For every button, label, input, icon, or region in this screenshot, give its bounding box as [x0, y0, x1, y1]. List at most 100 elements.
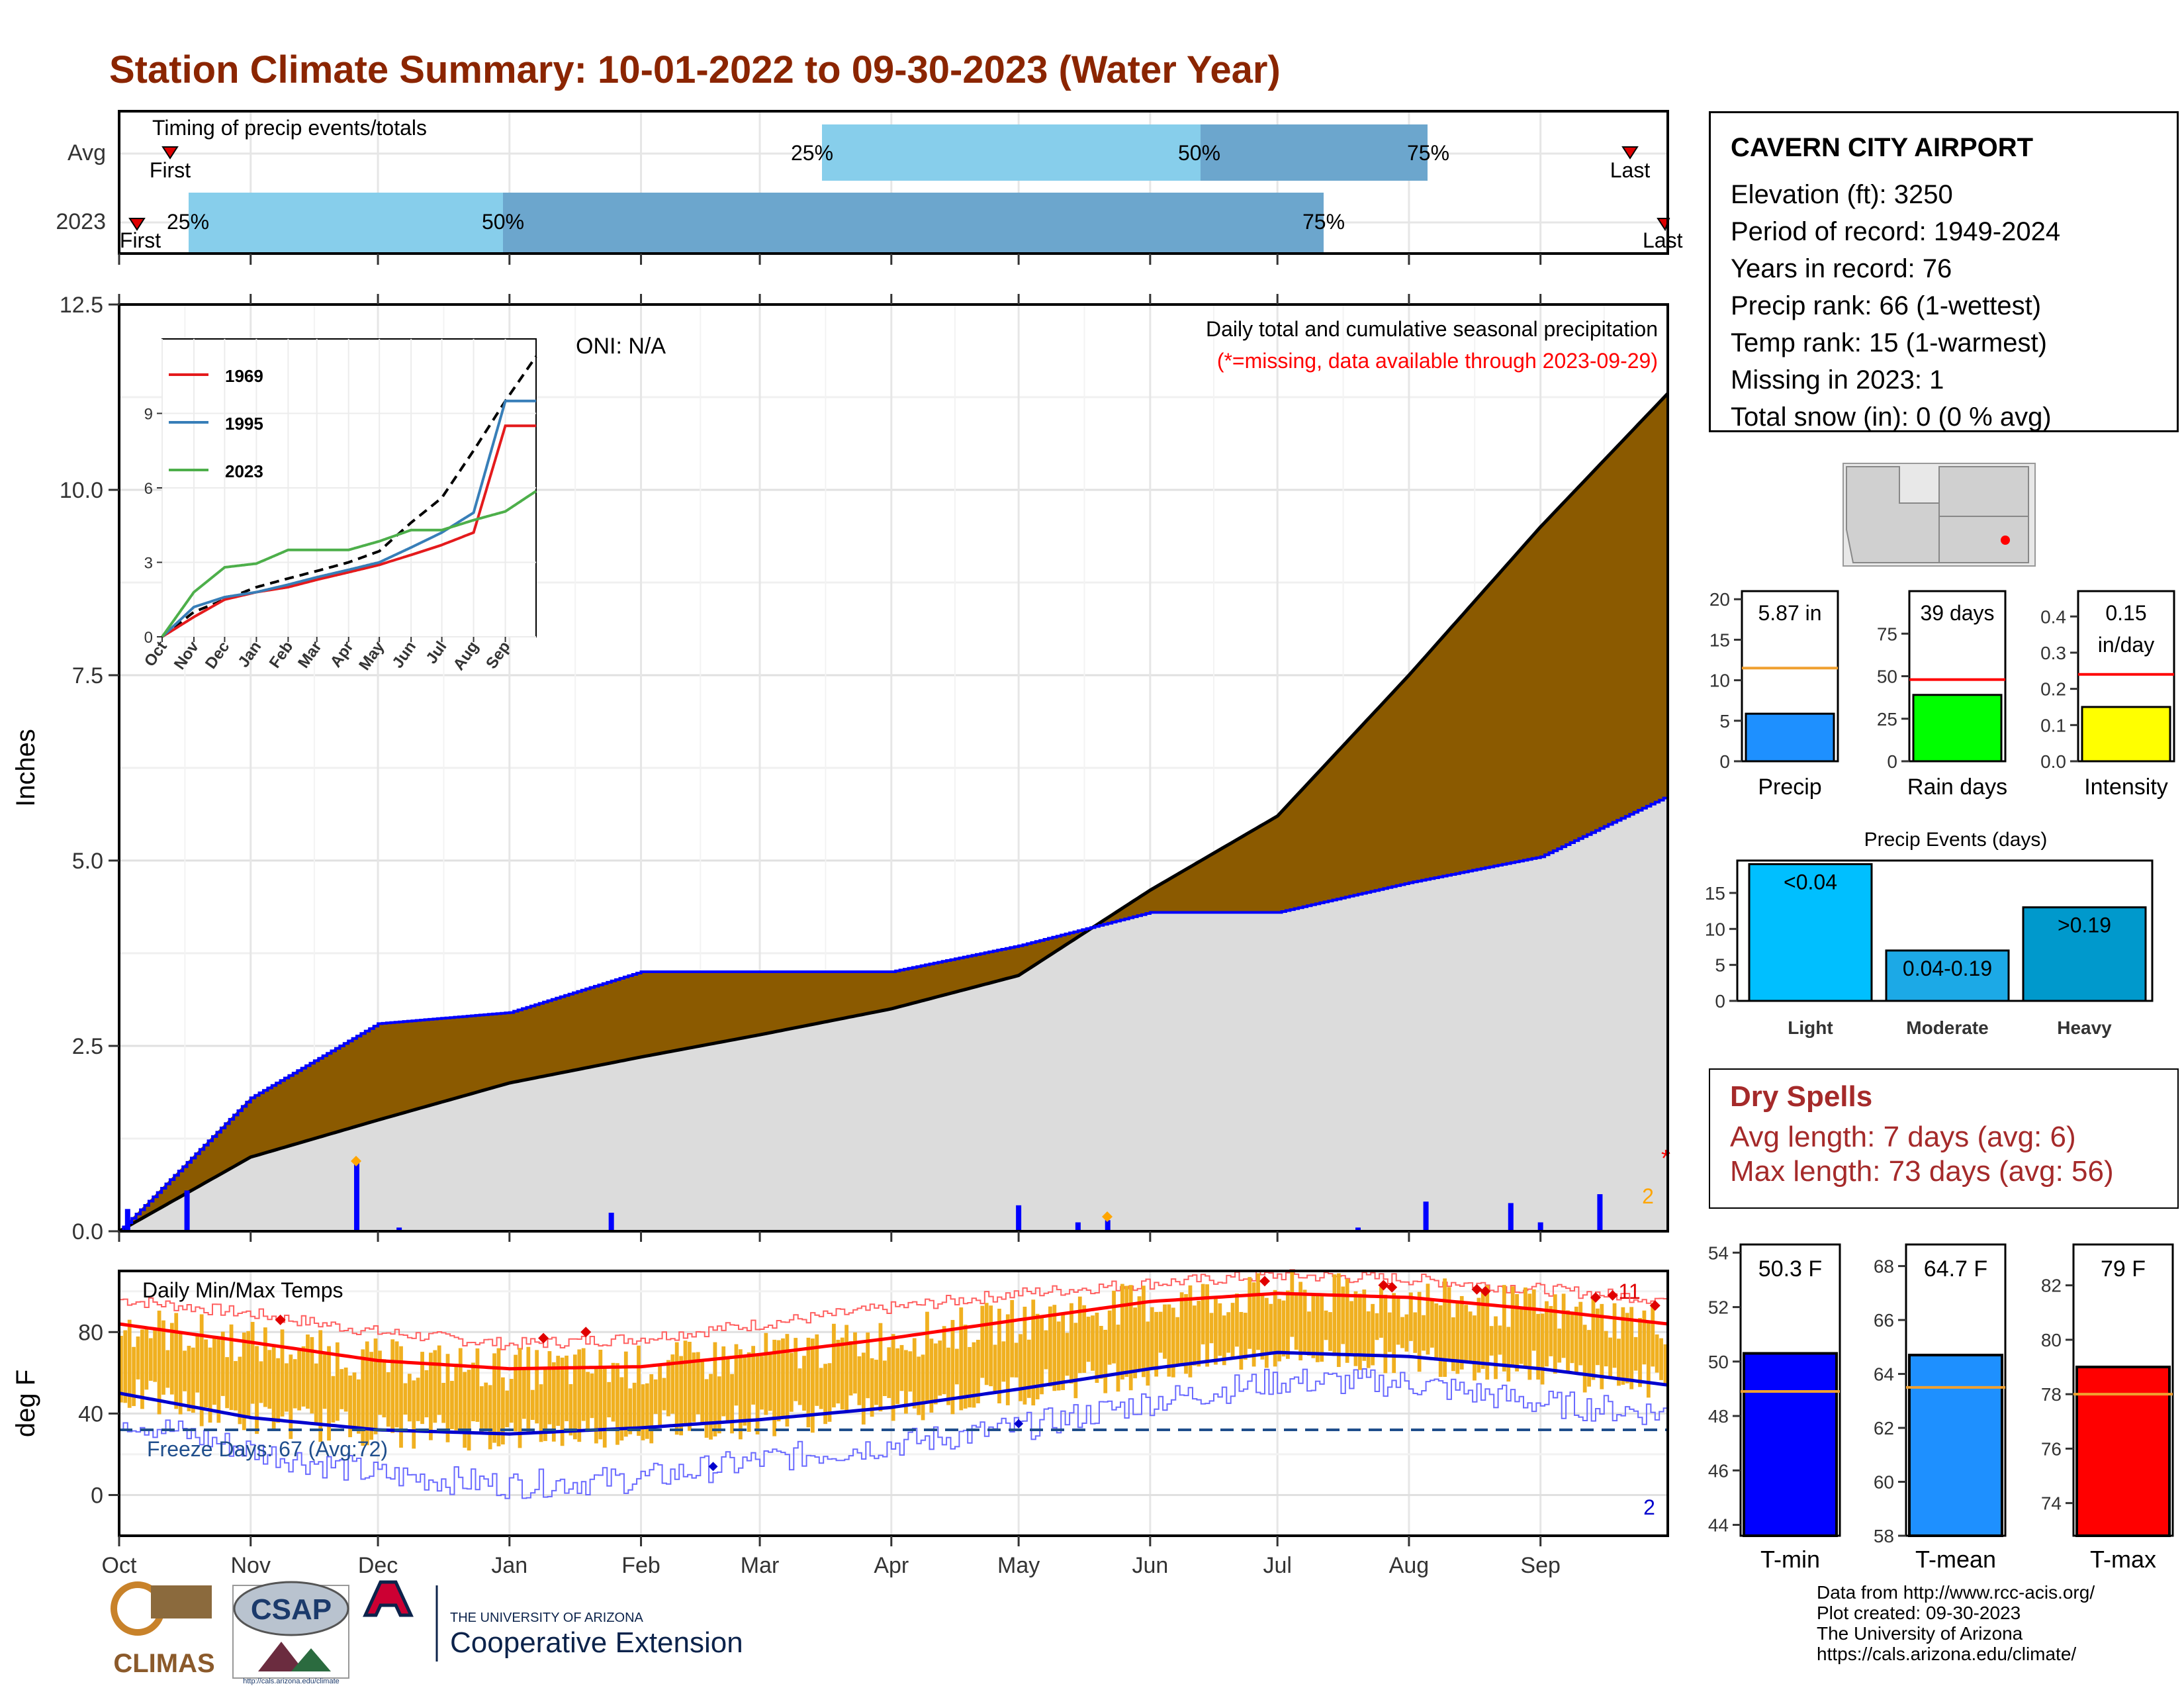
temp-range-bar: [1082, 1305, 1087, 1373]
temp-range-bar: [933, 1343, 938, 1405]
temp-range-bar: [1663, 1344, 1668, 1383]
temp-range-bar: [1608, 1337, 1613, 1379]
month-label-mar: Mar: [741, 1553, 780, 1578]
precip-ytick-label: 5.0: [72, 849, 103, 874]
p50-2023: 50%: [482, 210, 524, 234]
temp-range-bar: [700, 1362, 705, 1424]
p25-avg: 25%: [791, 141, 833, 165]
temp-range-bar: [535, 1350, 539, 1424]
temp-range-bar: [1426, 1284, 1430, 1355]
mini-temp-ytick-label: 54: [1708, 1243, 1729, 1263]
temp-range-bar: [212, 1338, 216, 1405]
record-high-marker: [1387, 1282, 1398, 1293]
record-low-marker: [1014, 1419, 1024, 1429]
csap-logo-url: http://cals.arizona.edu/climate: [243, 1677, 340, 1685]
mini-ytick-label: 0: [1719, 751, 1730, 772]
chart-title: Station Climate Summary: 10-01-2022 to 0…: [109, 48, 1281, 91]
temp-range-bar: [1477, 1297, 1481, 1373]
temp-range-bar: [1175, 1317, 1180, 1366]
event-category-label: Light: [1788, 1017, 1833, 1038]
mini-temp-charts: 44 46 48 50 52 54 50.3 F T-min 58 60 62 64 66 68 64.7 …: [1708, 1243, 2174, 1573]
temp-range-bar: [1498, 1325, 1502, 1355]
temp-range-bar: [1128, 1285, 1133, 1391]
temp-range-bar: [899, 1344, 904, 1391]
temp-range-bar: [424, 1370, 429, 1418]
temp-range-bar: [242, 1333, 246, 1430]
temp-range-bar: [357, 1379, 361, 1434]
oni-label: ONI: N/A: [576, 334, 666, 359]
temp-range-bar: [250, 1321, 255, 1404]
temp-range-bar: [1596, 1308, 1600, 1366]
precip-spike-bar: [1508, 1203, 1514, 1231]
temp-range-bar: [505, 1390, 510, 1428]
temp-range-bar: [276, 1358, 280, 1423]
inset-line-1969: [161, 424, 536, 638]
mini-temp-category-label: T-max: [2090, 1546, 2156, 1573]
temp-range-bar: [1625, 1313, 1629, 1383]
event-category-label: Moderate: [1906, 1017, 1988, 1038]
timing-avg-bar-dark: [1201, 124, 1428, 181]
temp-range-bar: [208, 1347, 212, 1423]
temp-range-bar: [938, 1340, 942, 1396]
temp-range-bar: [1392, 1293, 1396, 1374]
temp-range-bar: [390, 1339, 395, 1433]
p25-2023: 25%: [167, 210, 209, 234]
temp-range-bar: [984, 1303, 989, 1385]
mini-value-label-2: in/day: [2098, 633, 2154, 657]
mini-temp-ytick-label: 80: [2041, 1330, 2062, 1350]
temp-range-bar: [942, 1326, 946, 1395]
temp-range-bar: [760, 1356, 764, 1410]
event-bar-label: <0.04: [1784, 870, 1837, 894]
temp-range-bar: [637, 1345, 641, 1436]
inset-legend-1969: 1969: [225, 366, 263, 386]
temp-range-bar: [229, 1324, 234, 1411]
temp-range-bar: [980, 1305, 985, 1378]
temp-range-bar: [751, 1346, 756, 1405]
temp-range-bar: [692, 1352, 696, 1423]
mini-ytick-label: 0: [1887, 751, 1897, 772]
temp-range-bar: [866, 1332, 870, 1399]
temp-range-bar: [1527, 1293, 1532, 1380]
temp-range-bar: [781, 1338, 785, 1417]
temp-range-bar: [1379, 1287, 1383, 1338]
temp-range-bar: [1459, 1295, 1464, 1370]
temp-range-bar: [882, 1360, 887, 1397]
temp-range-bar: [972, 1342, 976, 1408]
temp-range-bar: [1137, 1296, 1142, 1371]
temp-range-bar: [1638, 1318, 1642, 1387]
temp-range-bar: [853, 1332, 857, 1394]
temp-range-bar: [1646, 1322, 1651, 1398]
temp-range-bar: [1404, 1314, 1409, 1352]
temp-range-bar: [870, 1358, 874, 1417]
temp-range-bar: [1341, 1286, 1345, 1344]
temp-range-bar: [1188, 1285, 1193, 1378]
event-bar-label: 0.04-0.19: [1903, 957, 1992, 980]
temp-range-bar: [369, 1352, 374, 1440]
precip-spike-bar: [1597, 1194, 1603, 1231]
temp-range-bar: [1621, 1307, 1625, 1385]
precip-spike-bar: [396, 1227, 402, 1231]
temp-range-bar: [238, 1356, 242, 1425]
temp-range-bar: [1150, 1307, 1154, 1369]
temp-range-bar: [755, 1355, 760, 1434]
temp-range-bar: [641, 1384, 645, 1440]
temp-range-bar: [895, 1348, 899, 1405]
temp-range-bar: [725, 1358, 730, 1422]
temp-range-bar: [968, 1346, 972, 1408]
timing-label: Timing of precip events/totals: [152, 116, 427, 140]
station-missing: Missing in 2023: 1: [1731, 365, 1944, 395]
temp-range-bar: [581, 1348, 586, 1421]
temp-range-bar: [348, 1375, 352, 1438]
temp-range-bar: [399, 1346, 403, 1448]
temp-range-bar: [1277, 1299, 1281, 1362]
temp-range-bar: [950, 1320, 955, 1415]
temp-range-bar: [246, 1331, 251, 1417]
temp-range-bar: [293, 1359, 297, 1409]
temp-range-bar: [522, 1369, 526, 1419]
station-location-dot: [2001, 536, 2010, 545]
precip-spike-bar: [1016, 1205, 1022, 1231]
temp-range-bar: [577, 1349, 582, 1442]
mini-temp-ytick-label: 78: [2041, 1384, 2062, 1405]
temp-range-bar: [178, 1331, 183, 1415]
mini-temp-value-label: 79 F: [2101, 1256, 2146, 1282]
